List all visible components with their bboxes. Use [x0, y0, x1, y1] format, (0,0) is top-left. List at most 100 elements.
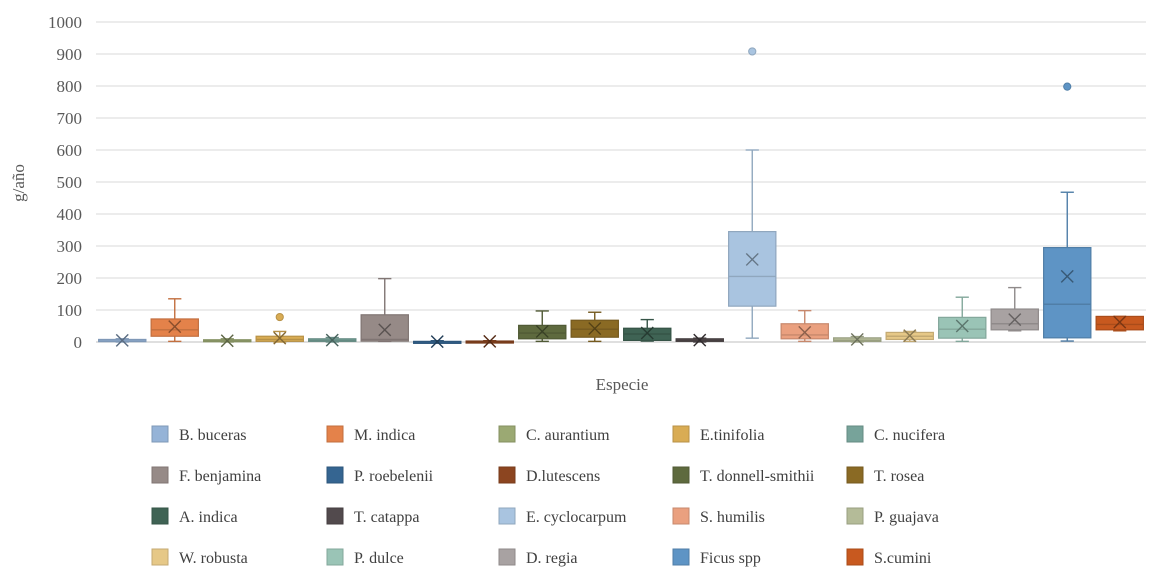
legend-item: D.lutescens — [498, 466, 600, 485]
iqr-box — [360, 314, 409, 342]
legend-swatch — [151, 507, 169, 525]
legend-item: T. catappa — [326, 507, 419, 526]
mean-marker — [798, 325, 812, 339]
box-s-cumini — [1095, 315, 1144, 332]
y-tick-label: 500 — [57, 173, 83, 192]
legend-label: P. roebelenii — [354, 468, 434, 485]
legend-label: W. robusta — [179, 550, 248, 567]
legend-item: D. regia — [498, 548, 578, 567]
legend-label: E. cyclocarpum — [526, 509, 627, 526]
legend-label: S. humilis — [700, 509, 765, 526]
legend-swatch — [672, 425, 690, 443]
legend-item: T. donnell-smithii — [672, 466, 815, 485]
mean-marker — [955, 319, 969, 333]
legend-swatch — [151, 466, 169, 484]
box-d-regia — [990, 286, 1039, 332]
legend-item: B. buceras — [151, 425, 247, 444]
legend-swatch — [498, 425, 516, 443]
box-c-nucifera — [308, 333, 357, 347]
box-m-indica — [150, 298, 199, 343]
legend-swatch — [672, 548, 690, 566]
legend-label: D. regia — [526, 550, 578, 567]
mean-marker — [220, 334, 234, 348]
y-tick-label: 0 — [74, 333, 83, 352]
legend-swatch — [498, 466, 516, 484]
y-tick-label: 300 — [57, 237, 83, 256]
y-tick-label: 400 — [57, 205, 83, 224]
legend-label: F. benjamina — [179, 468, 261, 485]
iqr-box — [780, 323, 829, 340]
legend-item: P. dulce — [326, 548, 404, 567]
mean-marker — [168, 320, 182, 334]
boxes — [98, 47, 1144, 349]
y-axis-title: g/año — [9, 164, 28, 202]
mean-marker — [1113, 315, 1127, 329]
mean-marker — [1008, 313, 1022, 327]
legend-item: A. indica — [151, 507, 238, 526]
mean-marker — [115, 333, 129, 347]
box-ficus-spp — [1043, 82, 1092, 342]
legend-label: S.cumini — [874, 550, 932, 567]
y-tick-label: 1000 — [48, 13, 82, 32]
legend-label: P. dulce — [354, 550, 404, 567]
y-tick-label: 100 — [57, 301, 83, 320]
legend: B. buceras M. indica C. aurantium E.tinifol… — [151, 425, 945, 567]
box-p-guajava — [833, 332, 882, 346]
legend-swatch — [498, 507, 516, 525]
mean-marker — [640, 326, 654, 340]
box-s-humilis — [780, 309, 829, 343]
box-t-catappa — [675, 333, 724, 347]
legend-item: E.tinifolia — [672, 425, 764, 444]
legend-item: W. robusta — [151, 548, 248, 567]
x-axis-title: Especie — [596, 375, 649, 394]
box-a-indica — [623, 318, 672, 342]
legend-label: M. indica — [354, 427, 415, 444]
legend-label: C. aurantium — [526, 427, 610, 444]
legend-label: B. buceras — [179, 427, 247, 444]
legend-item: P. guajava — [846, 507, 939, 526]
legend-swatch — [151, 425, 169, 443]
box-f-benjamina — [360, 277, 409, 343]
mean-marker — [1060, 269, 1074, 283]
legend-label: Ficus spp — [700, 550, 761, 567]
legend-swatch — [672, 466, 690, 484]
legend-item: E. cyclocarpum — [498, 507, 627, 526]
box-e-tinifolia — [255, 312, 304, 345]
legend-swatch — [846, 425, 864, 443]
legend-swatch — [846, 466, 864, 484]
outlier-point — [748, 47, 757, 56]
mean-marker — [693, 333, 707, 347]
box-t-donnell-smithii — [518, 310, 567, 343]
legend-item: P. roebelenii — [326, 466, 434, 485]
legend-label: E.tinifolia — [700, 427, 764, 444]
box-c-aurantium — [203, 334, 252, 348]
mean-marker — [588, 322, 602, 336]
gridlines — [96, 21, 1146, 343]
box-d-lutescens — [465, 334, 514, 348]
iqr-box — [728, 231, 777, 307]
legend-label: T. catappa — [354, 509, 419, 526]
y-axis-ticks: 0 100 200 300 400 500 600 700 800 900 1000 — [48, 13, 82, 352]
legend-label: P. guajava — [874, 509, 939, 526]
legend-label: C. nucifera — [874, 427, 945, 444]
legend-item: C. aurantium — [498, 425, 610, 444]
legend-label: T. donnell-smithii — [700, 468, 815, 485]
legend-swatch — [326, 507, 344, 525]
legend-swatch — [672, 507, 690, 525]
mean-marker — [903, 329, 917, 343]
legend-swatch — [326, 466, 344, 484]
legend-item: Ficus spp — [672, 548, 761, 567]
box-t-rosea — [570, 311, 619, 343]
legend-swatch — [846, 507, 864, 525]
legend-label: D.lutescens — [526, 468, 600, 485]
legend-swatch — [498, 548, 516, 566]
box-e-cyclocarpum — [728, 47, 777, 339]
mean-marker — [535, 324, 549, 338]
mean-marker — [745, 252, 759, 266]
legend-swatch — [326, 425, 344, 443]
legend-item: M. indica — [326, 425, 415, 444]
box-p-roebelenii — [413, 335, 462, 349]
legend-swatch — [326, 548, 344, 566]
y-tick-label: 200 — [57, 269, 83, 288]
